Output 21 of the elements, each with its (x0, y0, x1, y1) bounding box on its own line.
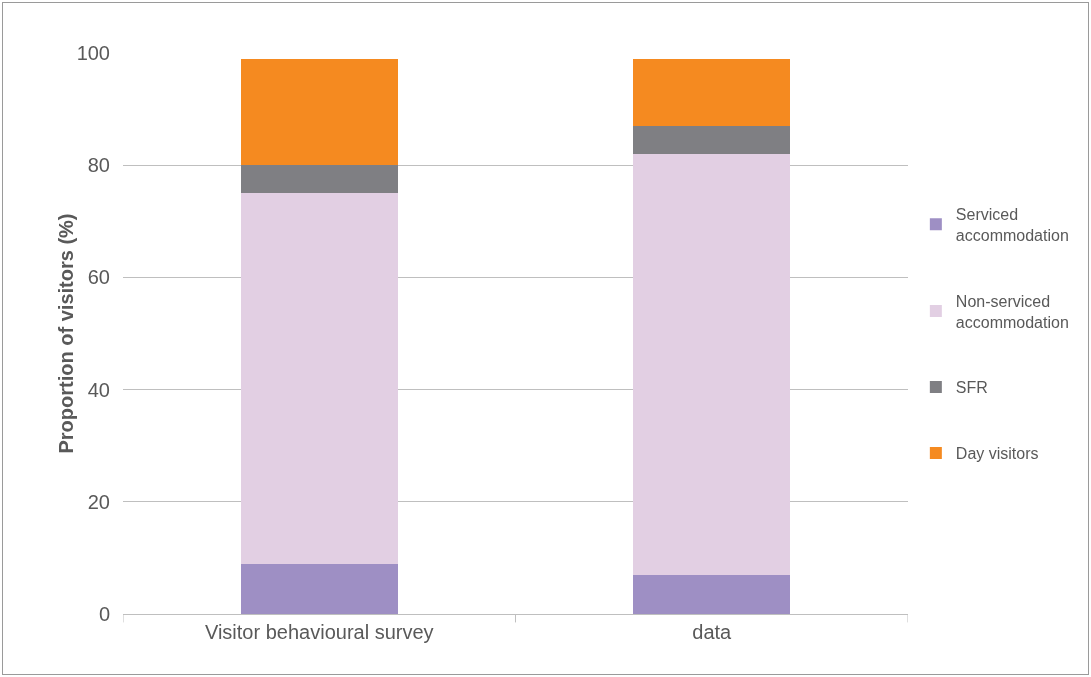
bar (240, 165, 398, 194)
y-axis-title: Proportion of visitors (%) (55, 213, 77, 454)
bar (240, 193, 398, 564)
y-tick-label: 100 (76, 42, 110, 64)
y-tick-label: 60 (87, 266, 110, 289)
legend-label: Serviced accommodation (955, 206, 1069, 244)
bar (240, 58, 398, 166)
legend-label: SFR (955, 379, 988, 397)
bar (633, 153, 791, 575)
y-tick-label: 20 (87, 490, 110, 513)
legend-label: Non-serviced accommodation (955, 292, 1069, 331)
bar (633, 125, 791, 154)
legend-label: Day visitors (955, 445, 1039, 463)
y-tick-label: 40 (87, 378, 110, 401)
bar (633, 58, 791, 126)
x-tick-label: Visitor behavioural survey (204, 621, 434, 643)
y-tick-label: 80 (87, 154, 110, 177)
bar (633, 574, 791, 614)
y-tick-label: 0 (98, 603, 110, 625)
x-tick-label: data (692, 621, 733, 643)
bar (240, 563, 398, 614)
